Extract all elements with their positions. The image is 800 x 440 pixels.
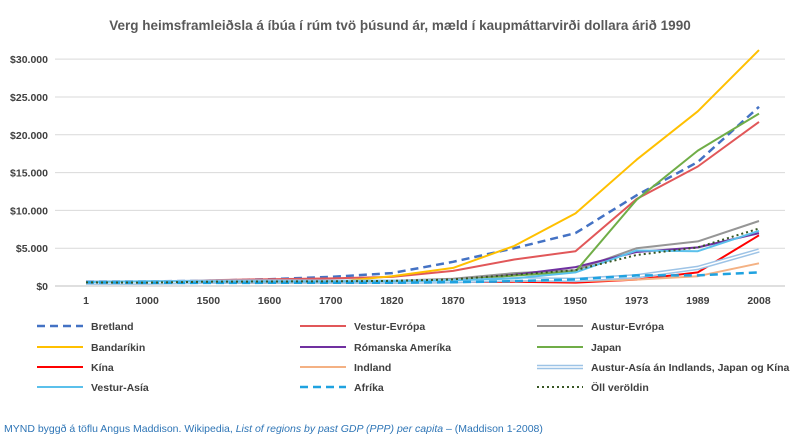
x-tick-label: 1 xyxy=(83,295,89,307)
legend-item-afrika: Afríka xyxy=(300,382,384,394)
x-tick-label: 1913 xyxy=(503,295,527,307)
x-tick-label: 1500 xyxy=(197,295,221,307)
series-japan xyxy=(85,112,760,284)
series-line-oll-veroldin xyxy=(85,227,760,284)
y-tick-label: $30.000 xyxy=(10,54,48,66)
legend-label: Rómanska Ameríka xyxy=(354,342,451,354)
gridlines xyxy=(55,58,785,287)
legend-item-japan: Japan xyxy=(537,342,621,354)
legend-label: Austur-Asía án Indlands, Japan og Kína xyxy=(591,362,790,374)
legend-label: Austur-Evrópa xyxy=(591,321,664,333)
legend-label: Bandaríkin xyxy=(91,342,145,354)
legend-label: Afríka xyxy=(354,382,384,394)
chart-title: Verg heimsframleiðsla á íbúa í rúm tvö þ… xyxy=(109,18,690,33)
legend-label: Japan xyxy=(591,342,621,354)
y-tick-label: $10.000 xyxy=(10,205,48,217)
legend-item-romanska-amerika: Rómanska Ameríka xyxy=(300,342,451,354)
series-line-japan xyxy=(85,112,760,284)
legend-label: Indland xyxy=(354,362,391,374)
series-oll-veroldin xyxy=(85,227,760,284)
series-lines xyxy=(85,49,760,285)
series-afrika xyxy=(85,271,760,285)
y-tick-label: $0 xyxy=(36,281,48,293)
legend-item-indland: Indland xyxy=(300,362,391,374)
legend-item-bandarikin: Bandaríkin xyxy=(37,342,145,354)
legend-label: Bretland xyxy=(91,321,134,333)
legend-item-kina: Kína xyxy=(37,362,114,374)
x-tick-label: 2008 xyxy=(747,295,771,307)
x-tick-label: 1989 xyxy=(686,295,710,307)
x-tick-label: 1950 xyxy=(564,295,588,307)
series-line-afrika xyxy=(85,271,760,285)
y-tick-label: $25.000 xyxy=(10,92,48,104)
series-vestur-evropa xyxy=(85,121,760,284)
legend-label: Öll veröldin xyxy=(591,381,649,394)
x-tick-label: 1973 xyxy=(625,295,649,307)
series-bretland xyxy=(86,105,760,283)
legend: Bretland Vestur-Evrópa Austur-Evrópa Bandar… xyxy=(37,321,790,394)
legend-label: Vestur-Asía xyxy=(91,382,149,394)
x-tick-label: 1700 xyxy=(319,295,343,307)
caption-suffix: – (Maddison 1-2008) xyxy=(443,423,543,435)
y-tick-label: $5.000 xyxy=(16,243,48,255)
legend-item-vestur-evropa: Vestur-Evrópa xyxy=(300,321,425,333)
figure-caption: MYND byggð á töflu Angus Maddison. Wikip… xyxy=(4,423,543,435)
legend-item-austur-evropa: Austur-Evrópa xyxy=(537,321,664,333)
legend-item-vestur-asia: Vestur-Asía xyxy=(37,382,149,394)
legend-item-austur-asia-an-indlands-japan-og-kina: Austur-Asía án Indlands, Japan og Kína xyxy=(537,362,790,374)
x-axis-tick-labels: 1 1000 1500 1600 1700 1820 1870 1913 1950 1973 198… xyxy=(83,295,771,307)
caption-prefix: MYND byggð á töflu Angus Maddison. Wikip… xyxy=(4,423,236,435)
caption-source-link[interactable]: List of regions by past GDP (PPP) per ca… xyxy=(235,423,444,435)
y-tick-label: $15.000 xyxy=(10,168,48,180)
y-tick-label: $20.000 xyxy=(10,130,48,142)
gdp-per-capita-line-chart: Verg heimsframleiðsla á íbúa í rúm tvö þ… xyxy=(10,18,790,394)
legend-label: Kína xyxy=(91,362,114,374)
x-tick-label: 1000 xyxy=(136,295,160,307)
legend-item-bretland: Bretland xyxy=(37,321,134,333)
series-line-bretland xyxy=(86,105,760,283)
series-line-vestur-evropa xyxy=(85,121,760,284)
x-tick-label: 1820 xyxy=(380,295,404,307)
x-tick-label: 1870 xyxy=(441,295,465,307)
x-tick-label: 1600 xyxy=(258,295,282,307)
legend-label: Vestur-Evrópa xyxy=(354,321,425,333)
y-axis-tick-labels: $0 $5.000 $10.000 $15.000 $20.000 $25.000 $30.… xyxy=(10,54,48,293)
legend-item-oll-veroldin: Öll veröldin xyxy=(537,381,649,394)
